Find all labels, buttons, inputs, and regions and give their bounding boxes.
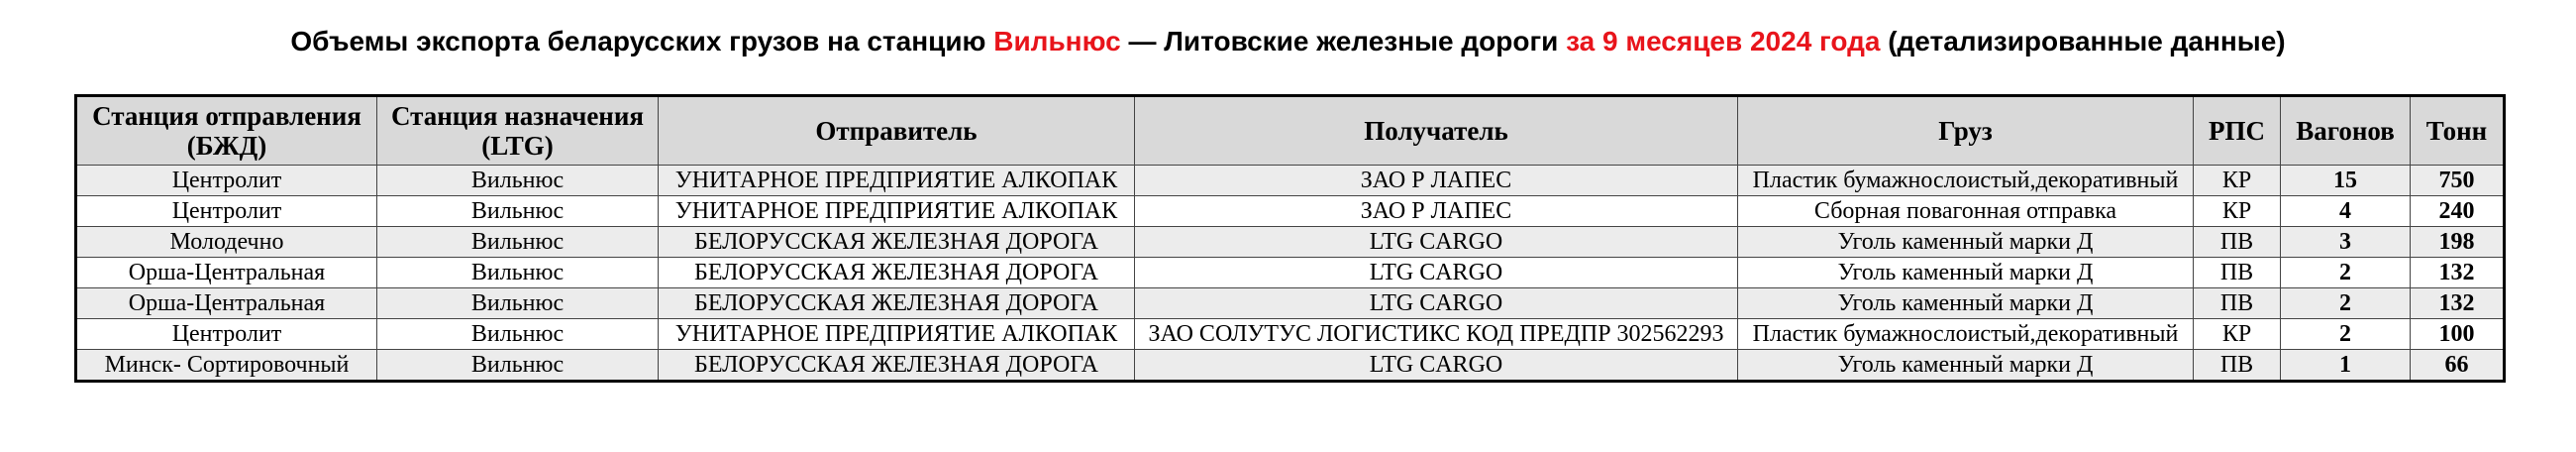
- table-cell: 2: [2280, 318, 2411, 350]
- table-cell: КР: [2193, 318, 2281, 350]
- table-cell: КР: [2193, 165, 2281, 196]
- header-row: Станция отправления (БЖД) Станция назначе…: [75, 95, 2505, 166]
- table-cell: 15: [2280, 165, 2411, 196]
- title-part: Вильнюс: [993, 26, 1121, 56]
- table-cell: Центролит: [75, 195, 377, 227]
- table-cell: БЕЛОРУССКАЯ ЖЕЛЕЗНАЯ ДОРОГА: [658, 226, 1135, 258]
- table-cell: LTG CARGO: [1134, 257, 1738, 288]
- table-cell: LTG CARGO: [1134, 349, 1738, 382]
- table-cell: Уголь каменный марки Д: [1737, 226, 2194, 258]
- title-part: Объемы экспорта беларусских грузов на ст…: [290, 26, 994, 56]
- table-row: Минск- Сортировочный Вильнюс БЕЛОРУССКАЯ Ж…: [75, 349, 2505, 382]
- table-cell: Центролит: [75, 165, 377, 196]
- table-cell: КР: [2193, 195, 2281, 227]
- table-cell: Вильнюс: [376, 257, 659, 288]
- table-body: Центролит Вильнюс УНИТАРНОЕ ПРЕДПРИЯТИЕ АЛ…: [75, 165, 2505, 382]
- table-cell: Вильнюс: [376, 226, 659, 258]
- column-header: Тонн: [2410, 95, 2505, 166]
- table-cell: УНИТАРНОЕ ПРЕДПРИЯТИЕ АЛКОПАК: [658, 165, 1135, 196]
- table-cell: 132: [2410, 257, 2505, 288]
- table-cell: LTG CARGO: [1134, 287, 1738, 319]
- table-cell: Уголь каменный марки Д: [1737, 287, 2194, 319]
- table-row: Молодечно Вильнюс БЕЛОРУССКАЯ ЖЕЛЕЗНАЯ ДОР…: [75, 226, 2505, 258]
- table-cell: 4: [2280, 195, 2411, 227]
- column-header: РПС: [2193, 95, 2281, 166]
- table-cell: 2: [2280, 287, 2411, 319]
- table-cell: 750: [2410, 165, 2505, 196]
- table-cell: 2: [2280, 257, 2411, 288]
- table-cell: Вильнюс: [376, 195, 659, 227]
- table-cell: УНИТАРНОЕ ПРЕДПРИЯТИЕ АЛКОПАК: [658, 195, 1135, 227]
- table-cell: Вильнюс: [376, 287, 659, 319]
- table-cell: LTG CARGO: [1134, 226, 1738, 258]
- column-header: Станция отправления (БЖД): [75, 95, 377, 166]
- table-cell: Орша-Центральная: [75, 287, 377, 319]
- table-cell: ЗАО СОЛУТУС ЛОГИСТИКС КОД ПРЕДПР 3025622…: [1134, 318, 1738, 350]
- table-cell: ЗАО Р ЛАПЕС: [1134, 165, 1738, 196]
- title-part: — Литовские железные дороги: [1120, 26, 1567, 56]
- table-cell: ПВ: [2193, 349, 2281, 382]
- table-cell: Вильнюс: [376, 349, 659, 382]
- table-cell: БЕЛОРУССКАЯ ЖЕЛЕЗНАЯ ДОРОГА: [658, 349, 1135, 382]
- table-cell: ПВ: [2193, 287, 2281, 319]
- column-header: Отправитель: [658, 95, 1135, 166]
- table-cell: ЗАО Р ЛАПЕС: [1134, 195, 1738, 227]
- table-row: Орша-Центральная Вильнюс БЕЛОРУССКАЯ ЖЕЛЕЗ…: [75, 287, 2505, 319]
- table-cell: Молодечно: [75, 226, 377, 258]
- table-cell: 100: [2410, 318, 2505, 350]
- table-row: Орша-Центральная Вильнюс БЕЛОРУССКАЯ ЖЕЛЕЗ…: [75, 257, 2505, 288]
- table-cell: Вильнюс: [376, 165, 659, 196]
- column-header: Станция назначения (LTG): [376, 95, 659, 166]
- column-header: Вагонов: [2280, 95, 2411, 166]
- table-cell: 240: [2410, 195, 2505, 227]
- table-cell: Минск- Сортировочный: [75, 349, 377, 382]
- table-cell: Центролит: [75, 318, 377, 350]
- table-cell: 132: [2410, 287, 2505, 319]
- table-cell: 1: [2280, 349, 2411, 382]
- title-part: (детализированные данные): [1880, 26, 2286, 56]
- table-cell: УНИТАРНОЕ ПРЕДПРИЯТИЕ АЛКОПАК: [658, 318, 1135, 350]
- table-row: Центролит Вильнюс УНИТАРНОЕ ПРЕДПРИЯТИЕ АЛ…: [75, 165, 2505, 196]
- column-header: Груз: [1737, 95, 2194, 166]
- column-header: Получатель: [1134, 95, 1738, 166]
- table-cell: БЕЛОРУССКАЯ ЖЕЛЕЗНАЯ ДОРОГА: [658, 257, 1135, 288]
- table-cell: 198: [2410, 226, 2505, 258]
- title-part: за 9 месяцев 2024 года: [1566, 26, 1881, 56]
- table-cell: Уголь каменный марки Д: [1737, 349, 2194, 382]
- table-cell: 66: [2410, 349, 2505, 382]
- table-cell: Пластик бумажнослоистый,декоративный: [1737, 318, 2194, 350]
- table-cell: БЕЛОРУССКАЯ ЖЕЛЕЗНАЯ ДОРОГА: [658, 287, 1135, 319]
- table-cell: Сборная повагонная отправка: [1737, 195, 2194, 227]
- data-table: Станция отправления (БЖД) Станция назначе…: [74, 94, 2506, 383]
- table-cell: Вильнюс: [376, 318, 659, 350]
- table-cell: ПВ: [2193, 257, 2281, 288]
- table-cell: 3: [2280, 226, 2411, 258]
- table-cell: Пластик бумажнослоистый,декоративный: [1737, 165, 2194, 196]
- table-row: Центролит Вильнюс УНИТАРНОЕ ПРЕДПРИЯТИЕ АЛ…: [75, 195, 2505, 227]
- table-row: Центролит Вильнюс УНИТАРНОЕ ПРЕДПРИЯТИЕ АЛ…: [75, 318, 2505, 350]
- title: Объемы экспорта беларусских грузов на ст…: [0, 26, 2576, 57]
- table-cell: Уголь каменный марки Д: [1737, 257, 2194, 288]
- table-cell: Орша-Центральная: [75, 257, 377, 288]
- table-cell: ПВ: [2193, 226, 2281, 258]
